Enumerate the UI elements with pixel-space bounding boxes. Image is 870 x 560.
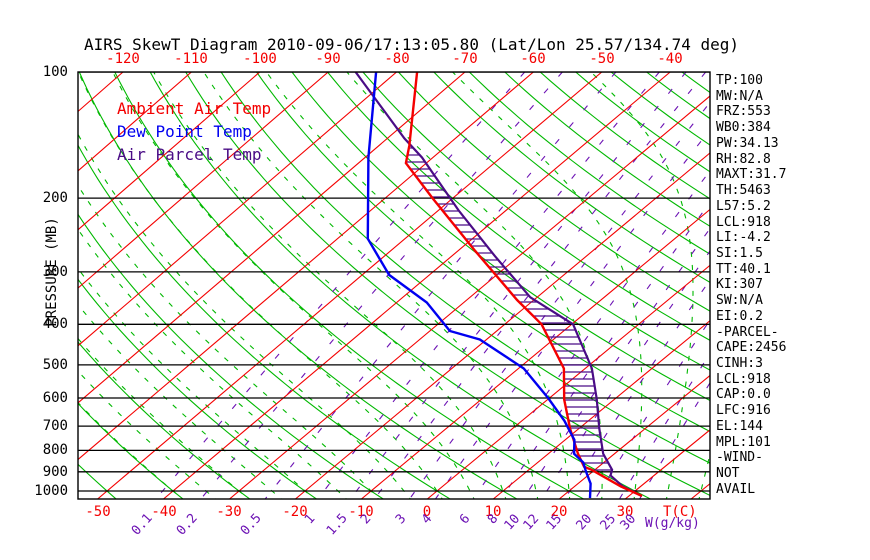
cape-hatch-area <box>406 147 612 471</box>
bottom-temp-tick: 20 <box>550 504 568 520</box>
isotherm-lines <box>78 72 710 499</box>
plot-border <box>77 71 711 500</box>
isobar-lines <box>78 72 710 492</box>
top-temp-tick: -90 <box>315 51 341 67</box>
stat-line: WB0:384 <box>716 120 771 136</box>
stat-line: SI:1.5 <box>716 245 763 261</box>
stat-line: CAPE:2456 <box>716 340 787 356</box>
ambient-temp-curve <box>404 72 643 498</box>
top-temp-tick: -40 <box>657 51 683 67</box>
pressure-tick: 1000 <box>34 483 68 499</box>
pressure-tick: 700 <box>42 418 68 434</box>
stat-line: MW:N/A <box>716 88 763 104</box>
top-temp-tick: -60 <box>520 51 546 67</box>
stat-line: -PARCEL- <box>716 324 779 340</box>
sounding-curves <box>354 72 643 499</box>
stat-line: -WIND- <box>716 450 763 466</box>
legend-item-dew-point-temp: Dew Point Temp <box>117 122 252 141</box>
pressure-tick: 300 <box>42 264 68 280</box>
bottom-temp-tick: 30 <box>616 504 634 520</box>
top-temp-tick: -80 <box>384 51 410 67</box>
stat-line: CAP:0.0 <box>716 387 771 403</box>
pressure-tick: 900 <box>42 464 68 480</box>
stat-line: KI:307 <box>716 277 763 293</box>
bottom-temp-tick: -20 <box>282 504 308 520</box>
bottom-temp-tick: -40 <box>151 504 177 520</box>
stat-line: TH:5463 <box>716 183 771 198</box>
stat-line: MAXT:31.7 <box>716 167 787 183</box>
top-temp-tick: -100 <box>243 51 277 67</box>
pressure-tick: 500 <box>42 357 68 373</box>
moist-adiabat-lines <box>78 72 710 499</box>
stat-line: MPL:101 <box>716 434 771 450</box>
stat-line: EI:0.2 <box>716 308 763 324</box>
stat-line: SW:N/A <box>716 293 763 309</box>
pressure-axis-label: PRESSURE (MB) <box>44 217 60 327</box>
stat-line: AVAIL <box>716 481 756 497</box>
bottom-temp-tick: 10 <box>484 504 502 520</box>
stat-line: CINH:3 <box>716 356 763 371</box>
stat-line: TP:100 <box>716 73 763 88</box>
top-temp-tick: -120 <box>106 51 140 67</box>
pressure-tick: 600 <box>42 390 68 406</box>
top-temp-tick: -50 <box>589 51 615 67</box>
stat-line: L57:5.2 <box>716 198 771 214</box>
stat-line: LI:-4.2 <box>716 230 771 246</box>
dew-point-curve <box>366 72 592 499</box>
parcel-temp-curve <box>354 72 643 497</box>
bottom-temp-tick: -10 <box>348 504 374 520</box>
stat-line: EL:144 <box>716 418 763 434</box>
bottom-temp-tick: -50 <box>85 504 111 520</box>
stat-line: LCL:918 <box>716 214 771 230</box>
bottom-temp-tick: -30 <box>216 504 242 520</box>
pressure-tick: 100 <box>42 64 68 80</box>
stat-line: FRZ:553 <box>716 104 771 120</box>
mixing-ratio-lines <box>155 72 710 499</box>
stat-line: RH:82.8 <box>716 151 771 167</box>
pressure-tick: 200 <box>42 190 68 206</box>
temp-unit-label: T(C) <box>663 504 697 520</box>
legend-item-ambient-air-temp: Ambient Air Temp <box>117 99 272 118</box>
bottom-temp-tick: 0 <box>422 504 432 520</box>
page-title: AIRS SkewT Diagram 2010-09-06/17:13:05.8… <box>84 35 740 54</box>
stat-line: PW:34.13 <box>716 135 779 151</box>
stat-line: NOT <box>716 466 740 481</box>
stat-line: LCL:918 <box>716 371 771 387</box>
mixing-ratio-unit-label: W(g/kg) <box>645 516 700 531</box>
stat-line: LFC:916 <box>716 403 771 419</box>
top-temp-tick: -110 <box>174 51 208 67</box>
pressure-tick: 400 <box>42 316 68 332</box>
top-temp-tick: -70 <box>452 51 478 67</box>
stat-line: TT:40.1 <box>716 261 771 277</box>
legend-item-air-parcel-temp: Air Parcel Temp <box>117 145 262 164</box>
pressure-tick: 800 <box>42 442 68 458</box>
